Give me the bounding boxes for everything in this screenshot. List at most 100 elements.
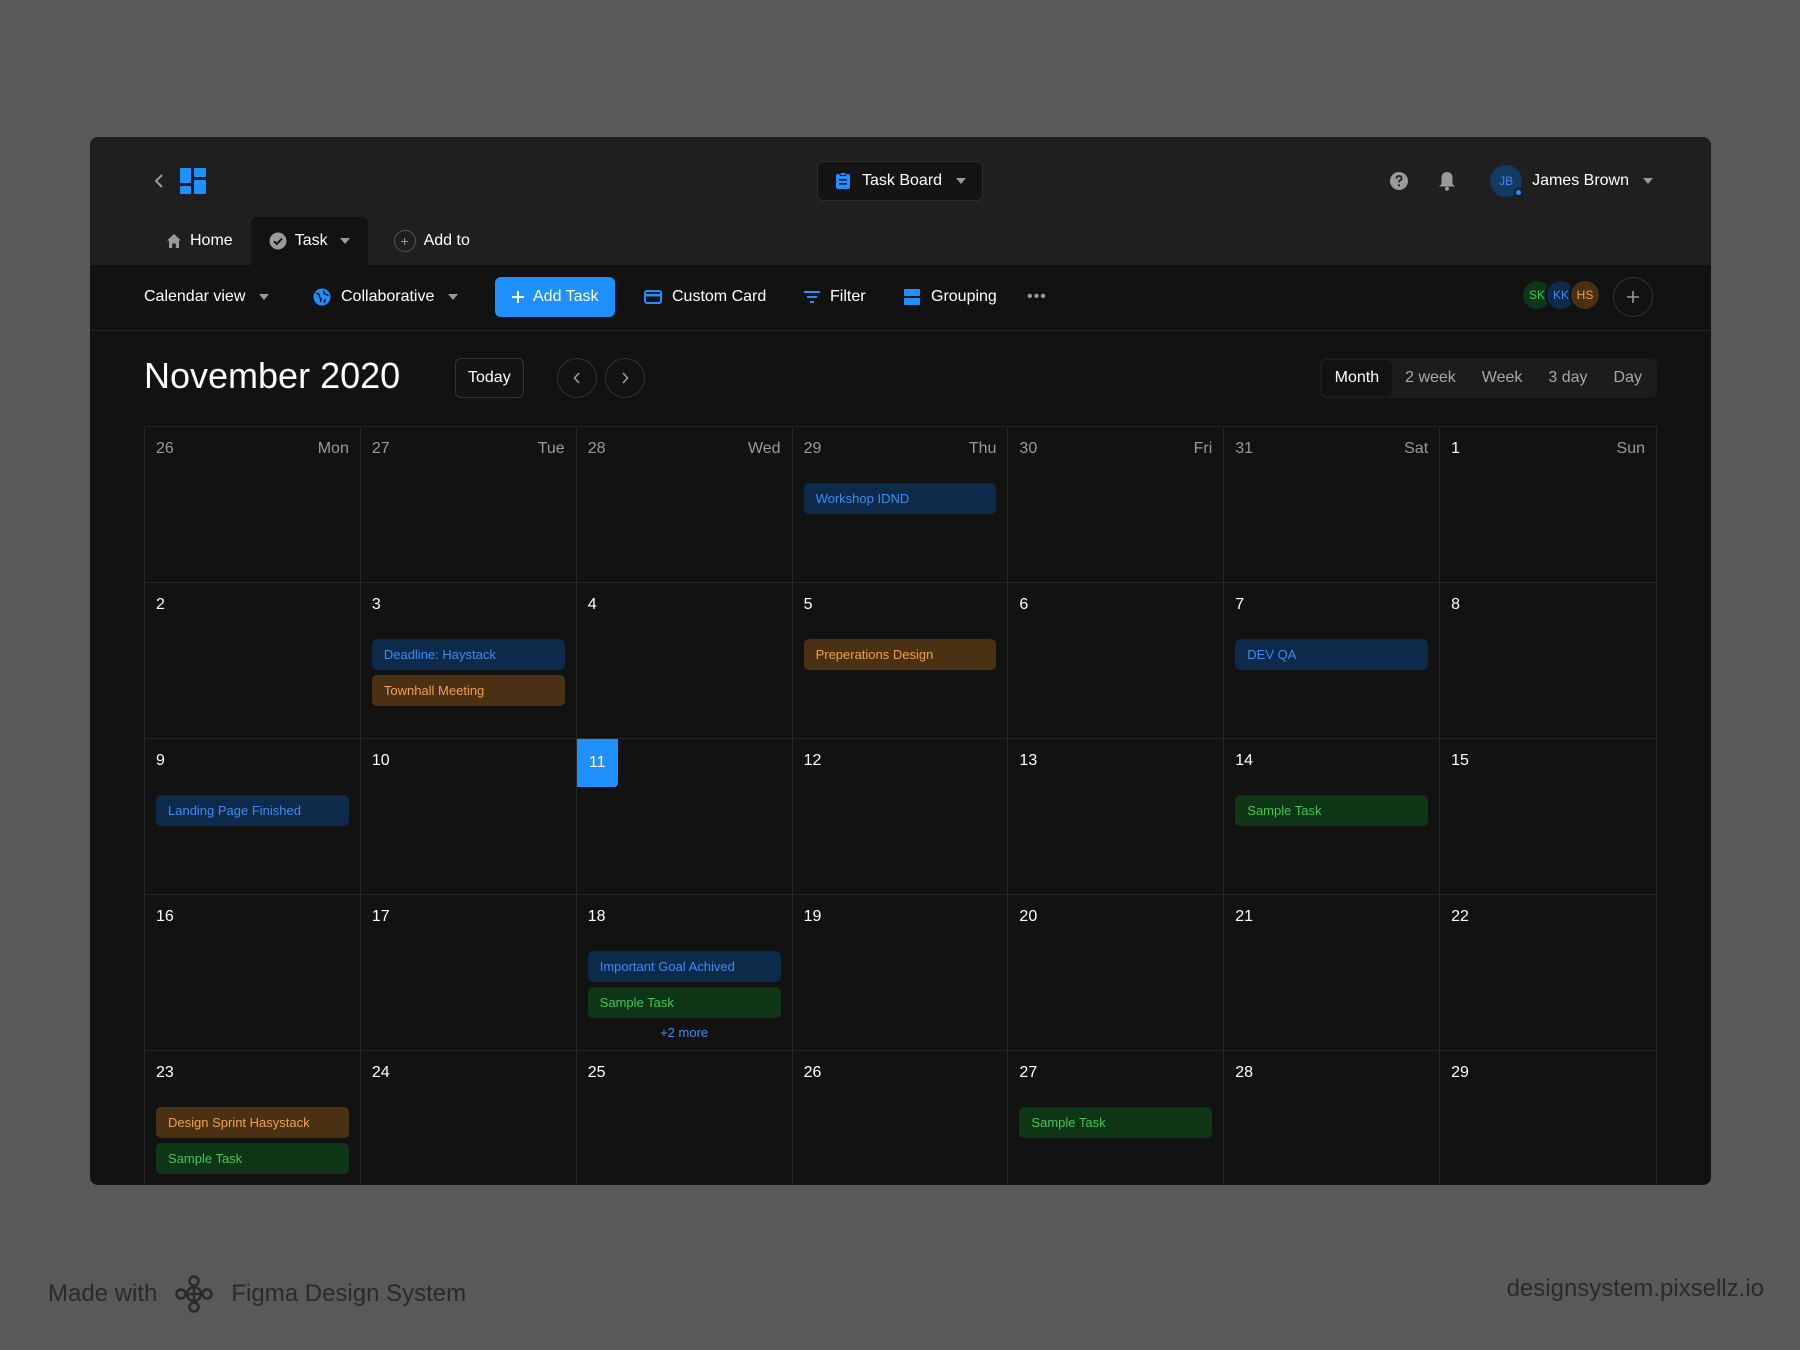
day-cell[interactable]: 12 bbox=[792, 739, 1009, 895]
prev-month-button[interactable] bbox=[557, 358, 597, 398]
clipboard-icon bbox=[834, 172, 852, 190]
event-chip[interactable]: Townhall Meeting bbox=[371, 675, 565, 706]
app-logo-icon[interactable] bbox=[180, 168, 206, 194]
day-number: 17 bbox=[371, 908, 390, 925]
event-chip[interactable]: Sample Task bbox=[587, 987, 781, 1018]
day-cell[interactable]: 7 DEV QA bbox=[1224, 583, 1441, 739]
custom-card-button[interactable]: Custom Card bbox=[644, 277, 766, 317]
help-icon[interactable] bbox=[1386, 168, 1412, 194]
avatar-initials: SK bbox=[1528, 288, 1545, 302]
design-system-name: Figma Design System bbox=[231, 1280, 467, 1307]
tab-label: Home bbox=[190, 232, 233, 249]
view-option-week[interactable]: Week bbox=[1481, 369, 1523, 386]
tab-add-to[interactable]: + Add to bbox=[376, 217, 488, 265]
day-cell[interactable]: 28 bbox=[1224, 1051, 1441, 1185]
day-number: 28 bbox=[1235, 1064, 1254, 1081]
weekday-label: Sat bbox=[1404, 440, 1429, 457]
day-cell[interactable]: 13 bbox=[1008, 739, 1225, 895]
day-number: 4 bbox=[587, 596, 597, 613]
day-cell[interactable]: 23 Design Sprint Hasystack Sample Task bbox=[145, 1051, 361, 1185]
filter-button[interactable]: Filter bbox=[804, 277, 866, 317]
day-cell[interactable]: 27 Tue bbox=[360, 427, 577, 583]
day-cell[interactable]: 2 bbox=[145, 583, 361, 739]
event-chip[interactable]: Workshop IDND bbox=[803, 483, 997, 514]
day-cell[interactable]: 29 bbox=[1440, 1051, 1656, 1185]
day-cell[interactable]: 27 Sample Task bbox=[1008, 1051, 1225, 1185]
day-cell[interactable]: 28 Wed bbox=[576, 427, 793, 583]
day-cell[interactable]: 1 Sun bbox=[1440, 427, 1656, 583]
toolbar: Calendar view Collaborative Add Task Cus… bbox=[90, 265, 1711, 331]
tab-home[interactable]: Home bbox=[148, 217, 251, 265]
event-chip[interactable]: Landing Page Finished bbox=[156, 795, 349, 826]
view-option-2-week[interactable]: 2 week bbox=[1405, 369, 1456, 386]
grouping-button[interactable]: Grouping bbox=[903, 277, 997, 317]
day-cell[interactable]: 29 Thu Workshop IDND bbox=[792, 427, 1009, 583]
day-cell[interactable]: 22 bbox=[1440, 895, 1656, 1051]
day-number: 10 bbox=[371, 752, 390, 769]
bell-icon[interactable] bbox=[1434, 168, 1460, 194]
more-options-icon[interactable]: ••• bbox=[1027, 277, 1047, 317]
avatar-initials: HS bbox=[1576, 288, 1594, 302]
tab-task[interactable]: Task bbox=[250, 217, 368, 265]
day-cell[interactable]: 15 bbox=[1440, 739, 1656, 895]
event-chip[interactable]: Important Goal Achived bbox=[587, 951, 781, 982]
weekday-label: Mon bbox=[317, 440, 349, 457]
day-cell[interactable]: 8 bbox=[1440, 583, 1656, 739]
back-chevron-icon[interactable] bbox=[148, 170, 170, 192]
weekday-label: Fri bbox=[1193, 440, 1213, 457]
calendar-grid: 26 Mon 27 Tue 28 Wed 29 Thu Workshop IDND 30 Fri 31… bbox=[144, 426, 1657, 1185]
filter-label: Filter bbox=[830, 288, 866, 305]
event-chip[interactable]: Sample Task bbox=[1235, 795, 1429, 826]
add-task-button[interactable]: Add Task bbox=[495, 277, 615, 317]
day-cell[interactable]: 20 bbox=[1008, 895, 1225, 1051]
day-cell[interactable]: 4 bbox=[576, 583, 793, 739]
board-selector[interactable]: Task Board bbox=[817, 161, 984, 201]
collaboration-selector[interactable]: Collaborative bbox=[313, 277, 459, 317]
today-button[interactable]: Today bbox=[455, 358, 524, 398]
day-cell[interactable]: 3 Deadline: Haystack Townhall Meeting bbox=[360, 583, 577, 739]
day-cell[interactable]: 9 Landing Page Finished bbox=[145, 739, 361, 895]
event-chip[interactable]: Sample Task bbox=[1019, 1107, 1213, 1138]
day-cell[interactable]: 17 bbox=[360, 895, 577, 1051]
event-chip[interactable]: Design Sprint Hasystack bbox=[156, 1107, 349, 1138]
day-cell[interactable]: 25 bbox=[577, 1051, 793, 1185]
chevron-down-icon bbox=[1643, 178, 1653, 184]
view-option-3-day[interactable]: 3 day bbox=[1548, 369, 1588, 386]
avatar-initials: JB bbox=[1499, 174, 1514, 188]
add-task-label: Add Task bbox=[533, 288, 599, 305]
event-chip[interactable]: Preperations Design bbox=[803, 639, 997, 670]
event-list: Sample Task bbox=[1235, 795, 1429, 826]
day-cell[interactable]: 10 bbox=[360, 739, 577, 895]
day-cell[interactable]: 31 Sat bbox=[1224, 427, 1441, 583]
day-cell[interactable]: 19 bbox=[792, 895, 1009, 1051]
day-cell[interactable]: 26 Mon bbox=[145, 427, 361, 583]
day-cell[interactable]: 18 Important Goal Achived Sample Task +2 mo… bbox=[576, 895, 793, 1051]
chevron-left-icon bbox=[573, 372, 580, 384]
day-cell[interactable]: 24 bbox=[361, 1051, 577, 1185]
add-member-button[interactable] bbox=[1613, 277, 1653, 317]
tab-label: Task bbox=[294, 232, 328, 249]
event-chip[interactable]: Sample Task bbox=[156, 1143, 349, 1174]
day-cell[interactable]: 16 bbox=[145, 895, 361, 1051]
filter-icon bbox=[804, 291, 820, 303]
day-cell[interactable]: 11 bbox=[576, 739, 793, 895]
event-chip[interactable]: DEV QA bbox=[1235, 639, 1429, 670]
view-option-day[interactable]: Day bbox=[1613, 369, 1642, 386]
user-menu[interactable]: JB James Brown bbox=[1490, 165, 1653, 197]
event-chip[interactable]: Deadline: Haystack bbox=[371, 639, 565, 670]
footer-credit: Made with Figma Design System bbox=[48, 1275, 466, 1313]
chevron-down-icon[interactable] bbox=[339, 238, 350, 244]
view-selector[interactable]: Calendar view bbox=[144, 277, 270, 317]
day-cell[interactable]: 21 bbox=[1224, 895, 1441, 1051]
plus-icon bbox=[511, 290, 525, 304]
day-cell[interactable]: 6 bbox=[1008, 583, 1225, 739]
next-month-button[interactable] bbox=[605, 358, 645, 398]
weekday-label: Tue bbox=[537, 440, 565, 457]
day-cell[interactable]: 5 Preperations Design bbox=[792, 583, 1009, 739]
member-avatars[interactable]: SK KK HS bbox=[1521, 279, 1601, 311]
view-option-month[interactable]: Month bbox=[1321, 360, 1393, 396]
day-cell[interactable]: 14 Sample Task bbox=[1224, 739, 1441, 895]
day-cell[interactable]: 26 bbox=[793, 1051, 1009, 1185]
day-cell[interactable]: 30 Fri bbox=[1008, 427, 1225, 583]
more-events-link[interactable]: +2 more bbox=[660, 1025, 709, 1040]
